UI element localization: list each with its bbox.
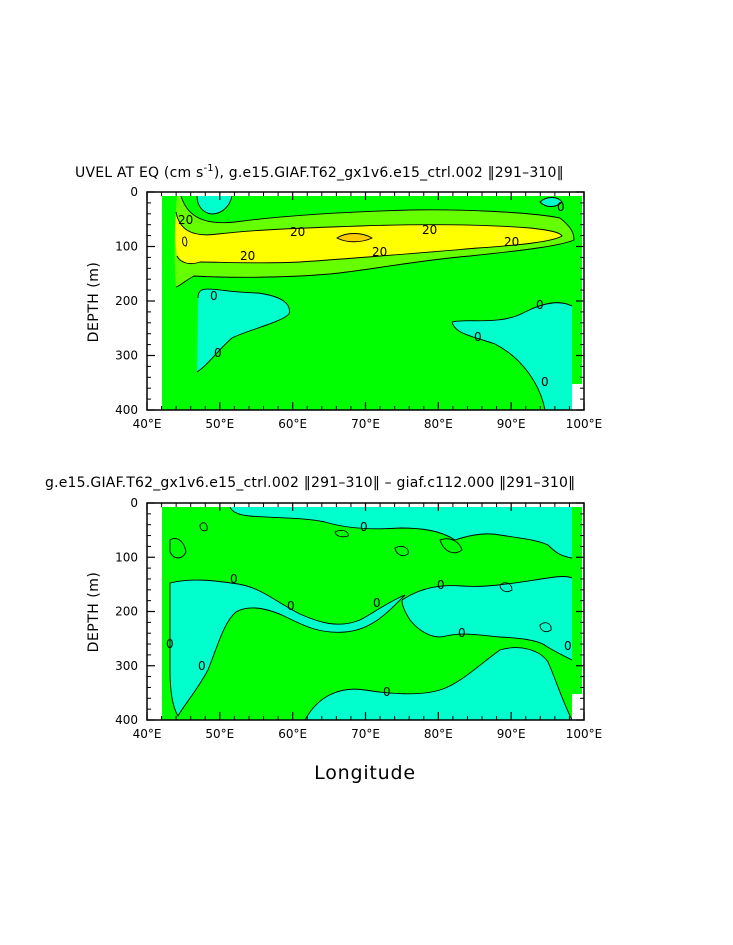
- bottom-contour-label: 0: [287, 599, 295, 613]
- x-tick-label: 50°E: [205, 417, 234, 431]
- top-contour-label: 0: [474, 330, 482, 344]
- y-tick-label: 100: [115, 240, 138, 254]
- top-contour-jet-20: [175, 211, 563, 265]
- bottom-contour-label: 0: [230, 572, 238, 586]
- top-contour-label: 0: [214, 346, 222, 360]
- top-contour-label: 20: [422, 223, 437, 237]
- bottom-contour-label: 0: [564, 639, 572, 653]
- y-tick-label: 300: [115, 349, 138, 363]
- bottom-contour-west-band: [169, 579, 406, 717]
- x-tick-label: 90°E: [497, 727, 526, 741]
- top-contour-label: 20: [504, 235, 519, 249]
- x-tick-label: 40°E: [133, 727, 162, 741]
- bottom-contour-top-band: [229, 506, 573, 559]
- top-contour-label: 20: [290, 225, 305, 239]
- bottom-cyan-east-band: [402, 576, 572, 660]
- top-contour-label: 20: [240, 249, 255, 263]
- bottom-contour-small-ring: [499, 582, 513, 593]
- panel-bottom-ylabel: DEPTH (m): [86, 572, 102, 653]
- top-contour-label: 0: [541, 375, 549, 389]
- x-tick-label: 100°E: [566, 727, 603, 741]
- y-tick-label: 300: [115, 659, 138, 673]
- y-tick-label: 0: [130, 185, 138, 199]
- bottom-green-islet-west: [170, 538, 186, 558]
- bottom-contour-label: 0: [373, 596, 381, 610]
- bottom-contour-small-ring: [199, 522, 208, 532]
- x-tick-label: 80°E: [424, 417, 453, 431]
- bottom-blank-corner: [572, 694, 582, 720]
- bottom-contour-small-ring: [334, 529, 349, 538]
- bottom-contour-label: 0: [198, 659, 206, 673]
- x-tick-label: 90°E: [497, 417, 526, 431]
- top-cyan-east-deep: [452, 302, 572, 410]
- y-tick-label: 100: [115, 550, 138, 564]
- panel-bottom-fill: [162, 507, 582, 720]
- bottom-contour-label: 0: [360, 520, 368, 534]
- top-orange-core: [337, 233, 372, 242]
- top-contour-west-deep: [196, 288, 290, 373]
- panel-bottom-axes: 40°E 50°E 60°E 70°E 80°E 90°E 100°E 0 100 200 300 4…: [115, 496, 602, 741]
- top-contour-label: 0: [536, 298, 544, 312]
- panel-bottom-title: g.e15.GIAF.T62_gx1v6.e15_ctrl.002 ‖291–3…: [45, 475, 575, 491]
- x-tick-label: 80°E: [424, 727, 453, 741]
- panel-bottom-contours: [169, 506, 573, 721]
- top-contour-jet-core: [336, 233, 373, 243]
- bottom-contour-small-ring: [394, 545, 409, 557]
- panel-top-title: UVEL AT EQ (cm s-1), g.e15.GIAF.T62_gx1v…: [75, 163, 564, 181]
- top-contour-label: 20: [178, 213, 193, 227]
- top-blank-corner: [572, 384, 582, 410]
- bottom-contour-label: 0: [383, 685, 391, 699]
- top-contour-label: 20: [372, 245, 387, 259]
- y-tick-label: 200: [115, 294, 138, 308]
- bottom-contour-label: 0: [458, 626, 466, 640]
- bottom-contour-small-ring: [539, 622, 552, 633]
- x-tick-label: 40°E: [133, 417, 162, 431]
- top-cyan-east-surface: [540, 197, 562, 207]
- top-contour-label: 0: [557, 200, 565, 214]
- top-contour-surface-patch: [196, 195, 233, 215]
- panel-top-contour-labels: 20 20 20 20 20 20 0 0 0 0 0 0: [178, 200, 565, 389]
- top-contour-east-deep: [451, 302, 573, 411]
- x-tick-label: 70°E: [351, 727, 380, 741]
- top-contour-jet-outer: [175, 195, 575, 288]
- panel-bottom-xlabel: Longitude: [314, 762, 416, 784]
- panel-bottom-contour-labels: 0 0 0 0 0 0 0 0 0 0: [166, 520, 572, 699]
- panel-top-contours: [175, 195, 575, 411]
- x-tick-label: 50°E: [205, 727, 234, 741]
- bottom-contour-label: 0: [437, 578, 445, 592]
- bottom-contour-islet-mid: [439, 538, 463, 554]
- bottom-cyan-bottom-right: [305, 647, 572, 720]
- bottom-contour-islet-west: [169, 538, 187, 559]
- y-tick-label: 0: [130, 496, 138, 510]
- panel-top: UVEL AT EQ (cm s-1), g.e15.GIAF.T62_gx1v…: [75, 163, 602, 431]
- top-contour-small-ring: [182, 236, 188, 247]
- y-tick-label: 400: [115, 713, 138, 727]
- bottom-contour-bottom-right: [304, 647, 573, 721]
- top-cyan-west-deep: [197, 288, 290, 372]
- x-tick-label: 60°E: [278, 727, 307, 741]
- x-tick-label: 100°E: [566, 417, 603, 431]
- panel-top-axes: 40°E 50°E 60°E 70°E 80°E 90°E 100°E01002003004…: [115, 185, 602, 431]
- y-tick-label: 200: [115, 605, 138, 619]
- panel-bottom: g.e15.GIAF.T62_gx1v6.e15_ctrl.002 ‖291–3…: [45, 475, 602, 784]
- x-tick-label: 60°E: [278, 417, 307, 431]
- bottom-contour-label: 0: [166, 637, 174, 651]
- panel-top-ylabel: DEPTH (m): [86, 262, 102, 343]
- x-tick-label: 70°E: [351, 417, 380, 431]
- top-contour-label: 0: [210, 289, 218, 303]
- top-contour-east-surface: [539, 197, 563, 207]
- top-cyan-surface-patch: [197, 196, 232, 214]
- bottom-cyan-top-band: [230, 507, 572, 558]
- y-tick-label: 400: [115, 403, 138, 417]
- panel-top-fill: [162, 196, 582, 410]
- bottom-cyan-west-band: [170, 580, 405, 716]
